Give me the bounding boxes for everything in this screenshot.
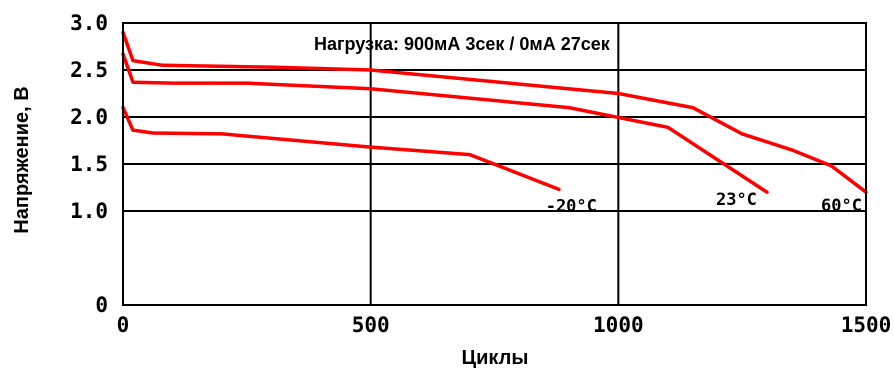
x-tick-label: 1000 bbox=[593, 313, 644, 337]
x-tick-label: 1500 bbox=[841, 313, 892, 337]
series-line bbox=[123, 32, 866, 192]
x-axis-title: Циклы bbox=[462, 347, 529, 369]
x-tick-label: 0 bbox=[117, 313, 130, 337]
series-label: 23°C bbox=[716, 190, 757, 210]
y-tick-label: 2.5 bbox=[70, 58, 108, 82]
y-tick-label: 3.0 bbox=[70, 11, 108, 35]
series-line bbox=[123, 54, 767, 192]
x-tick-label: 500 bbox=[352, 313, 390, 337]
load-annotation: Нагрузка: 900мА 3сек / 0мА 27сек bbox=[314, 34, 611, 54]
series-label: -20°C bbox=[546, 196, 597, 216]
y-axis-title: Напряжение, В bbox=[11, 86, 33, 233]
series-line bbox=[123, 108, 559, 190]
y-tick-label: 0 bbox=[95, 293, 108, 317]
y-tick-label: 2.0 bbox=[70, 105, 108, 129]
y-tick-label: 1.5 bbox=[70, 152, 108, 176]
series-label: 60°C bbox=[821, 196, 862, 216]
tick-labels: 0 1.0 1.5 2.0 2.5 3.0 0 500 1000 1500 bbox=[70, 11, 891, 337]
series-labels: -20°C 23°C 60°C bbox=[546, 190, 862, 216]
series-layer bbox=[123, 32, 866, 192]
y-tick-label: 1.0 bbox=[70, 199, 108, 223]
